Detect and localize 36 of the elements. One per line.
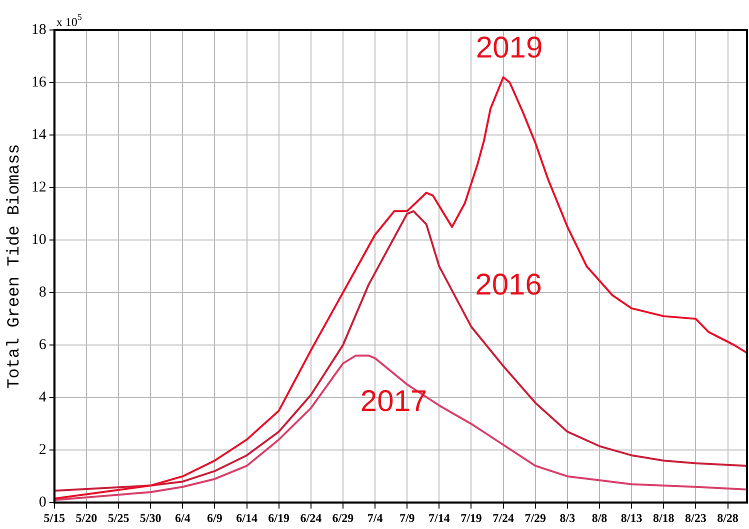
x-tick-label: 8/8 xyxy=(592,510,608,525)
y-tick-label: 18 xyxy=(31,22,46,38)
x-tick-label: 5/20 xyxy=(76,510,98,525)
y-tick-label: 16 xyxy=(31,74,47,90)
y-tick-label: 8 xyxy=(38,284,46,300)
y-tick-label: 10 xyxy=(31,232,46,248)
y-tick-label: 2 xyxy=(38,442,46,458)
x-tick-label: 6/14 xyxy=(236,510,258,525)
x-tick-label: 6/9 xyxy=(207,510,222,525)
x-tick-label: 8/28 xyxy=(717,510,738,525)
y-tick-label: 4 xyxy=(38,390,47,406)
series-label: 2016 xyxy=(475,268,542,302)
x-tick-label: 7/4 xyxy=(367,510,383,525)
x-tick-label: 7/24 xyxy=(492,510,514,525)
x-tick-label: 5/25 xyxy=(108,510,130,525)
x-tick-label: 6/29 xyxy=(332,510,354,525)
x-tick-label: 6/4 xyxy=(174,510,190,525)
y-axis-title: Total Green Tide Biomass xyxy=(6,144,25,389)
x-tick-label: 7/14 xyxy=(428,510,450,525)
x-tick-label: 8/13 xyxy=(620,510,642,525)
x-tick-label: 6/24 xyxy=(300,510,322,525)
series-label: 2017 xyxy=(360,384,428,418)
series-label: 2019 xyxy=(476,32,543,65)
x-tick-label: 8/18 xyxy=(652,510,674,525)
x-tick-label: 5/15 xyxy=(44,510,66,525)
x-tick-label: 6/19 xyxy=(268,510,290,525)
x-tick-label: 7/29 xyxy=(524,510,546,525)
x-tick-label: 5/30 xyxy=(140,510,162,525)
y-tick-label: 6 xyxy=(38,337,47,354)
x-tick-label: 7/9 xyxy=(399,510,415,525)
x-tick-label: 8/23 xyxy=(685,510,706,525)
x-tick-label: 8/3 xyxy=(560,510,576,525)
y-tick-label: 14 xyxy=(31,126,47,143)
x-tick-label: 7/19 xyxy=(460,510,482,525)
y-tick-label: 12 xyxy=(31,179,46,196)
y-tick-label: 0 xyxy=(38,494,46,511)
